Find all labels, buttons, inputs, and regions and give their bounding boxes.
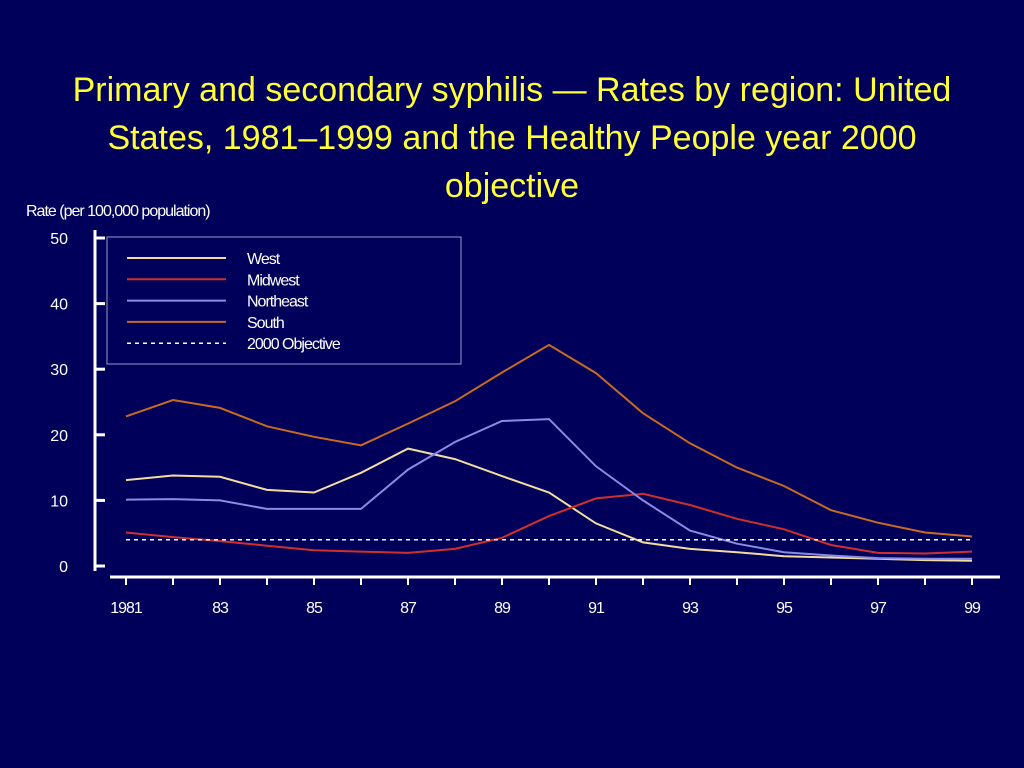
x-tick-label: 91 [588,600,605,617]
x-tick-label: 97 [870,600,887,617]
series-line-south [125,343,973,538]
y-tick-label: 20 [50,428,68,445]
series-line-northeast [125,418,972,560]
x-tick-label: 93 [682,600,699,617]
slide-title: Primary and secondary syphilis — Rates b… [72,71,952,205]
y-axis-label: Rate (per 100,000 population) [26,203,210,220]
legend-label: Northeast [247,294,309,311]
y-tick-label: 40 [50,297,68,314]
series-line-midwest [125,492,973,555]
legend-box [106,236,462,365]
legend-label: Midwest [247,272,300,289]
x-tick-label: 99 [964,600,981,617]
x-tick-label: 95 [776,600,793,617]
x-tick-label: 87 [400,600,417,617]
x-tick-label: 1981 [110,600,143,617]
legend-label: South [247,315,284,332]
x-tick-label: 83 [212,600,229,617]
series-line-west [125,447,973,562]
x-tick-label: 89 [494,600,511,617]
y-tick-label: 10 [50,493,68,510]
y-tick-label: 50 [50,231,68,248]
y-tick-label: 0 [59,559,68,576]
legend-label: 2000 Objective [247,336,341,353]
y-tick-label: 30 [50,362,68,379]
legend-label: West [247,251,281,268]
x-tick-label: 85 [306,600,323,617]
